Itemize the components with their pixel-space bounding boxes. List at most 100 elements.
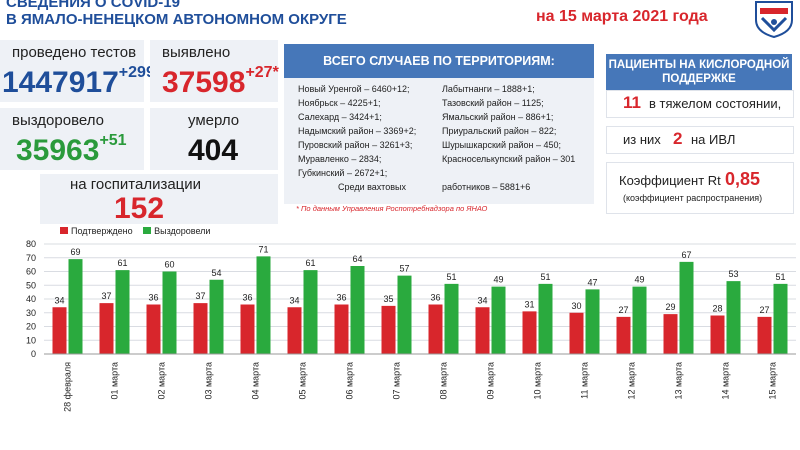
x-tick-label: 02 марта: [157, 362, 167, 400]
hospital-label: на госпитализации: [70, 176, 202, 193]
bar-confirmed: [522, 311, 537, 354]
data-label-confirmed: 36: [430, 293, 440, 303]
tests-label: проведено тестов: [12, 44, 137, 61]
y-tick-label: 0: [31, 349, 36, 359]
title-line-2: В ЯМАЛО-НЕНЕЦКОМ АВТОНОМНОМ ОКРУГЕ: [6, 11, 347, 28]
bar-recovered: [773, 283, 788, 354]
bar-recovered: [585, 289, 600, 354]
territory-right-item: Красноселькупский район – 301: [442, 154, 576, 164]
bar-confirmed: [475, 307, 490, 354]
bar-confirmed: [287, 307, 302, 354]
y-tick-label: 80: [26, 239, 36, 249]
severe-count: 11: [623, 93, 641, 112]
territory-left-item: Пуровский район – 3261+3;: [298, 140, 413, 150]
bar-recovered: [491, 286, 506, 354]
rt-subtitle: (коэффициент распространения): [623, 193, 763, 203]
data-label-recovered: 49: [634, 275, 644, 285]
detected-number: 37598: [162, 66, 246, 99]
data-label-recovered: 53: [728, 269, 738, 279]
x-tick-label: 06 марта: [345, 362, 355, 400]
bar-confirmed: [663, 314, 678, 354]
rt-label: Коэффициент Rt: [619, 173, 721, 188]
recovered-delta: +51: [99, 132, 127, 149]
data-label-recovered: 51: [775, 272, 785, 282]
x-tick-label: 01 марта: [110, 362, 120, 400]
rt-value: 0,85: [725, 169, 761, 189]
territory-right-item: Приуральский район – 822;: [442, 126, 557, 136]
bar-recovered: [350, 266, 365, 354]
recovered-label: выздоровело: [12, 112, 104, 129]
data-label-recovered: 47: [587, 277, 597, 287]
data-label-recovered: 61: [117, 258, 127, 268]
shift-value: работников – 5881+6: [442, 182, 531, 192]
bar-recovered: [303, 270, 318, 354]
detected-label: выявлено: [162, 44, 231, 61]
bar-confirmed: [757, 316, 772, 354]
died-card: умерло 404: [150, 108, 278, 170]
x-tick-label: 10 марта: [533, 362, 543, 400]
territory-left-item: Надымский район – 3369+2;: [298, 126, 417, 136]
data-label-confirmed: 36: [242, 293, 252, 303]
data-label-recovered: 51: [446, 272, 456, 282]
report-date: на 15 марта 2021 года: [536, 8, 708, 25]
y-tick-label: 60: [26, 267, 36, 277]
territory-left-item: Салехард – 3424+1;: [298, 112, 382, 122]
y-tick-label: 40: [26, 294, 36, 304]
data-label-confirmed: 31: [524, 299, 534, 309]
x-tick-label: 03 марта: [204, 362, 214, 400]
legend-label-recovered: Выздоровели: [154, 226, 211, 236]
bar-recovered: [162, 271, 177, 354]
data-label-confirmed: 28: [712, 304, 722, 314]
x-tick-label: 12 марта: [627, 362, 637, 400]
territory-heading: ВСЕГО СЛУЧАЕВ ПО ТЕРРИТОРИЯМ:: [284, 44, 594, 78]
bar-confirmed: [193, 303, 208, 354]
oxygen-heading: ПАЦИЕНТЫ НА КИСЛОРОДНОЙ ПОДДЕРЖКЕ: [606, 54, 792, 90]
data-label-confirmed: 29: [665, 302, 675, 312]
x-tick-label: 14 марта: [721, 362, 731, 400]
data-label-confirmed: 36: [336, 293, 346, 303]
data-label-recovered: 54: [211, 268, 221, 278]
bar-recovered: [397, 275, 412, 354]
detected-delta: +27*: [245, 64, 279, 81]
territory-left-item: Губкинский – 2672+1;: [298, 168, 388, 178]
bar-recovered: [632, 286, 647, 354]
x-tick-label: 04 марта: [251, 362, 261, 400]
bar-confirmed: [146, 304, 161, 354]
data-label-recovered: 71: [258, 244, 268, 254]
territory-right-item: Лабытнанги – 1888+1;: [442, 84, 535, 94]
bar-confirmed: [99, 303, 114, 354]
bar-recovered: [538, 283, 553, 354]
shift-label: Среди вахтовых: [338, 182, 406, 192]
territory-left-item: Новый Уренгой – 6460+12;: [298, 84, 410, 94]
territory-right-item: Ямальский район – 886+1;: [442, 112, 554, 122]
tests-number: 1447917: [2, 66, 119, 99]
data-label-confirmed: 27: [759, 305, 769, 315]
hospital-value: 152: [114, 192, 165, 225]
chart-legend: Подтверждено Выздоровели: [60, 226, 210, 236]
bar-confirmed: [334, 304, 349, 354]
data-label-recovered: 57: [399, 264, 409, 274]
territory-right-item: Шурышкарский район – 450;: [442, 140, 562, 150]
detected-value: 37598+27*: [162, 64, 279, 100]
data-label-confirmed: 37: [101, 291, 111, 301]
territory-left-item: Муравленко – 2834;: [298, 154, 382, 164]
died-label: умерло: [188, 112, 240, 129]
ivl-box: из них 2 на ИВЛ: [606, 126, 794, 154]
data-label-recovered: 60: [164, 260, 174, 270]
page-title: СВЕДЕНИЯ О COVID-19 В ЯМАЛО-НЕНЕЦКОМ АВТ…: [6, 0, 347, 28]
x-tick-label: 08 марта: [439, 362, 449, 400]
bar-recovered: [209, 279, 224, 354]
data-label-recovered: 69: [70, 247, 80, 257]
data-label-recovered: 67: [681, 250, 691, 260]
detected-card: выявлено 37598+27*: [150, 40, 279, 102]
data-label-recovered: 61: [305, 258, 315, 268]
tests-card: проведено тестов 1447917+299: [0, 40, 155, 102]
bar-recovered: [444, 283, 459, 354]
emblem-logo: [752, 0, 796, 39]
bar-recovered: [679, 261, 694, 354]
y-tick-label: 30: [26, 308, 36, 318]
x-tick-label: 09 марта: [486, 362, 496, 400]
data-label-recovered: 49: [493, 275, 503, 285]
ivl-count: 2: [673, 129, 683, 148]
x-tick-label: 28 февраля: [63, 362, 73, 412]
